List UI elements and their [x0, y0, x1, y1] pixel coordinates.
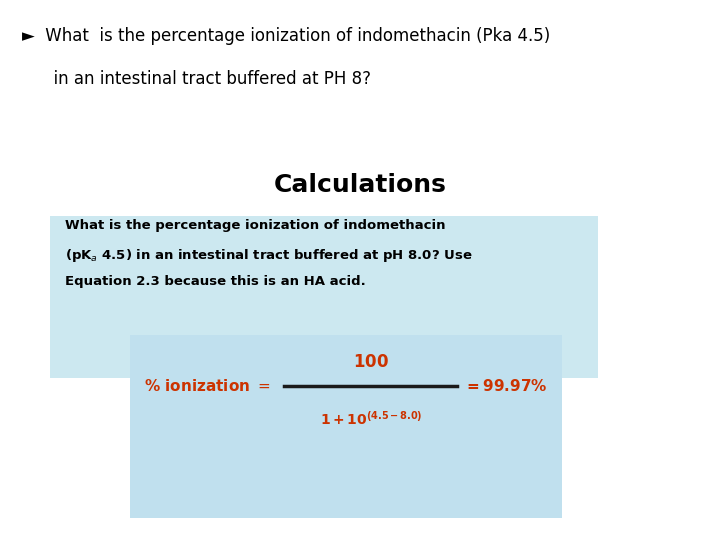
- Text: (pK$_a$ 4.5) in an intestinal tract buffered at pH 8.0? Use: (pK$_a$ 4.5) in an intestinal tract buff…: [65, 247, 472, 264]
- Text: % ionization $=$: % ionization $=$: [144, 378, 271, 394]
- Text: in an intestinal tract buffered at PH 8?: in an intestinal tract buffered at PH 8?: [22, 70, 371, 88]
- Text: Calculations: Calculations: [274, 173, 446, 197]
- FancyBboxPatch shape: [50, 216, 598, 378]
- FancyBboxPatch shape: [130, 335, 562, 518]
- Text: ►  What  is the percentage ionization of indomethacin (Pka 4.5): ► What is the percentage ionization of i…: [22, 27, 550, 45]
- Text: Equation 2.3 because this is an HA acid.: Equation 2.3 because this is an HA acid.: [65, 275, 366, 288]
- Text: $\mathbf{100}$: $\mathbf{100}$: [353, 353, 389, 371]
- Text: $\mathbf{= 99.97\%}$: $\mathbf{= 99.97\%}$: [464, 378, 548, 394]
- Text: What is the percentage ionization of indomethacin: What is the percentage ionization of ind…: [65, 219, 445, 232]
- Text: $\mathbf{1 + 10^{(4.5-8.0)}}$: $\mathbf{1 + 10^{(4.5-8.0)}}$: [320, 409, 422, 428]
